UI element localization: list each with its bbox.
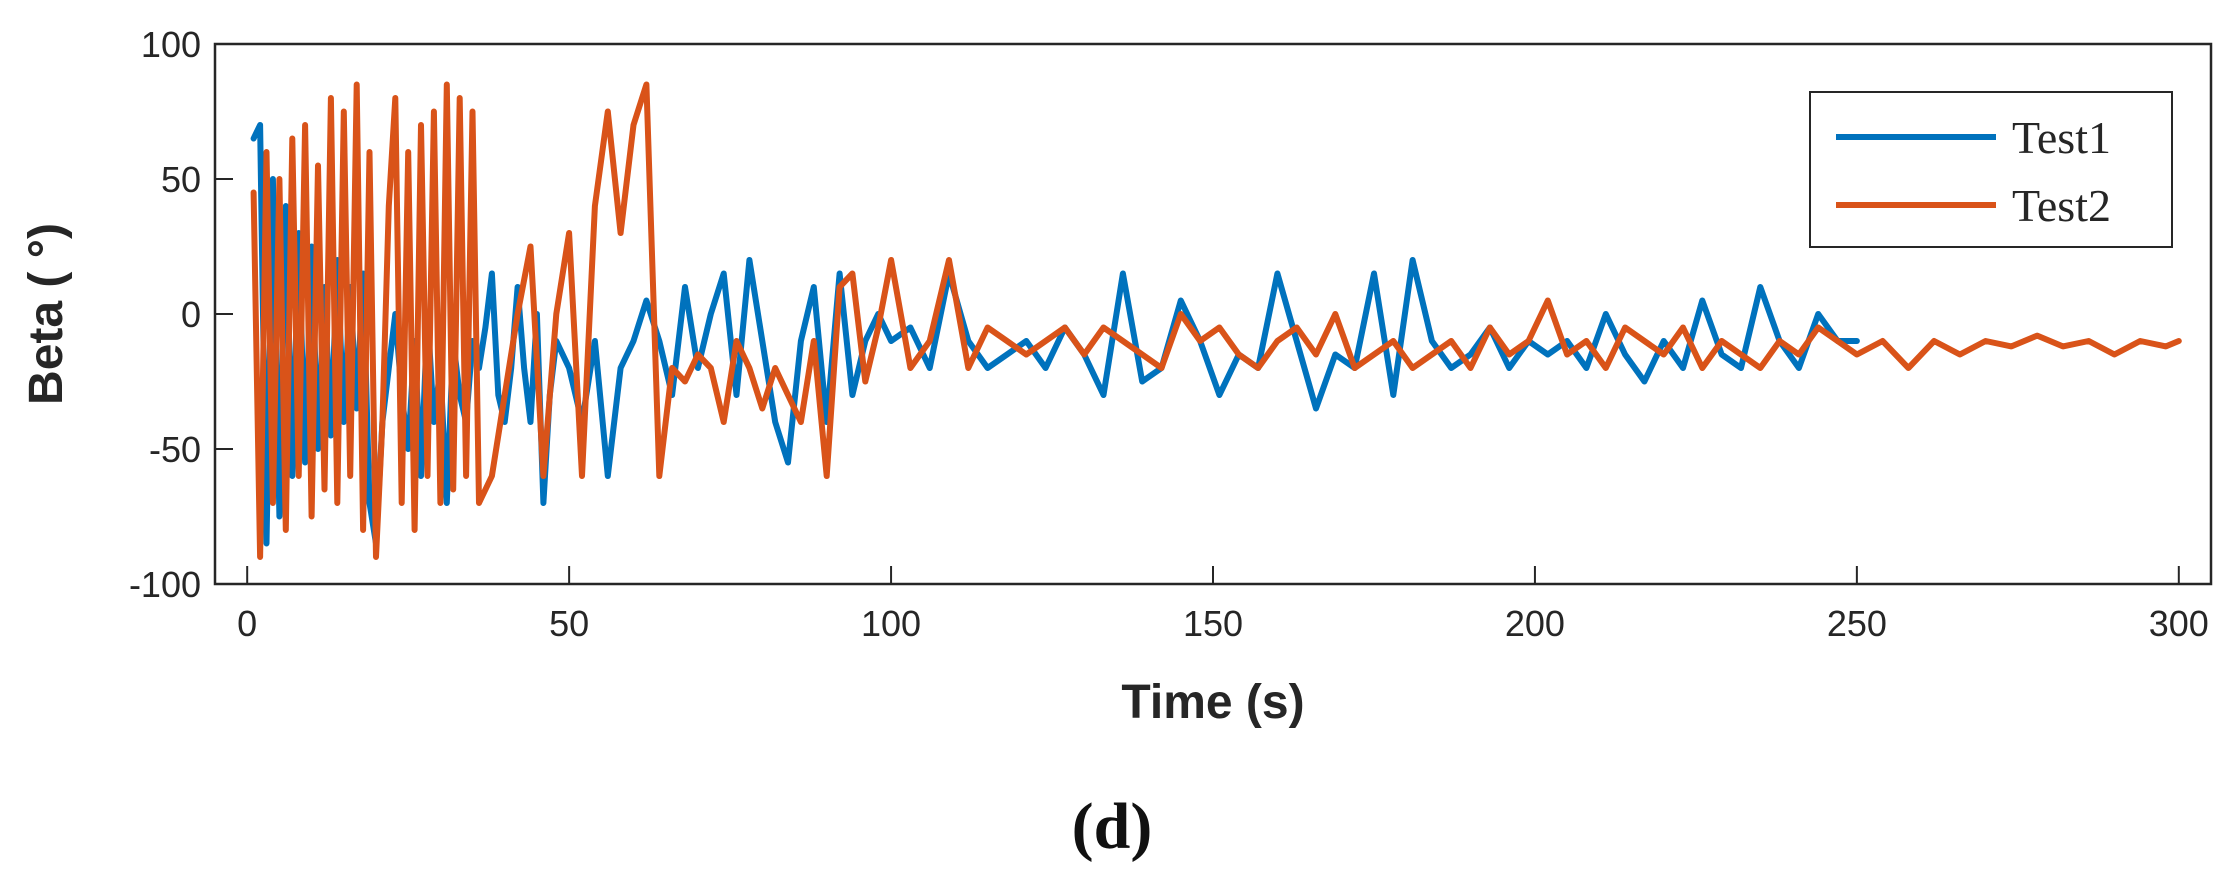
x-axis-ticks: 0 50 100 150 200 250 300	[237, 566, 2209, 644]
x-tick-label: 50	[549, 603, 589, 644]
y-axis-label: Beta ( °)	[20, 223, 73, 405]
x-axis-label: Time (s)	[1121, 676, 1304, 729]
legend-box	[1809, 91, 2173, 248]
series-line-test2	[250, 81, 2182, 560]
x-tick-label: 0	[237, 603, 257, 644]
legend-label-test2: Test2	[2012, 180, 2111, 231]
x-tick-label: 150	[1183, 603, 1243, 644]
y-axis-ticks: -100 -50 0 50 100	[129, 24, 233, 605]
y-tick-label: 0	[181, 294, 201, 335]
panel-label: (d)	[1072, 790, 1153, 863]
x-tick-label: 100	[861, 603, 921, 644]
legend: Test1 Test2	[1809, 91, 2173, 248]
x-tick-label: 200	[1505, 603, 1565, 644]
y-tick-label: -100	[129, 564, 201, 605]
x-tick-label: 300	[2149, 603, 2209, 644]
y-tick-label: 50	[161, 159, 201, 200]
legend-label-test1: Test1	[2012, 112, 2111, 163]
series-layer	[250, 81, 2182, 560]
y-tick-label: -50	[149, 429, 201, 470]
x-tick-label: 250	[1827, 603, 1887, 644]
y-tick-label: 100	[141, 24, 201, 65]
